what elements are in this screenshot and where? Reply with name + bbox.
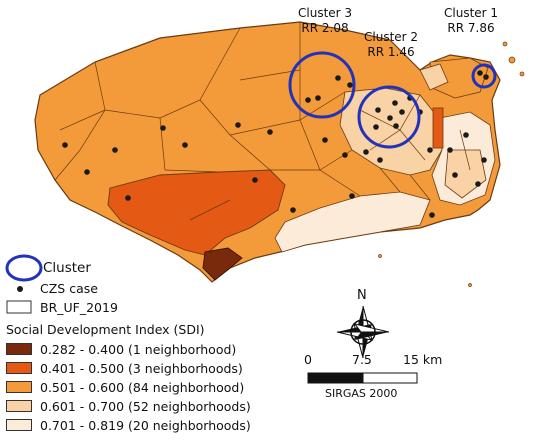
czs-case-dot bbox=[305, 97, 311, 103]
legend-class-label: 0.601 - 0.700 (52 neighborhoods) bbox=[40, 398, 251, 414]
cluster-3-ring bbox=[288, 51, 356, 119]
sdi-zone-0601-0700-island bbox=[419, 63, 449, 91]
sdi-zone-0601-0700-east bbox=[444, 149, 487, 199]
legend-cluster-icon bbox=[5, 254, 43, 282]
cluster-2-name: Cluster 2 bbox=[364, 30, 419, 44]
czs-case-dot bbox=[377, 157, 383, 163]
czs-case-dot bbox=[392, 100, 398, 106]
islands bbox=[378, 41, 525, 287]
sdi-zone-0282-0400 bbox=[202, 247, 243, 281]
cluster-1-rr: RR 7.86 bbox=[447, 21, 495, 35]
czs-case-dot bbox=[483, 74, 489, 80]
cluster-2-ring bbox=[357, 85, 421, 149]
czs-case-dot bbox=[267, 129, 273, 135]
legend-class-label: 0.282 - 0.400 (1 neighborhood) bbox=[40, 341, 237, 357]
czs-case-dot bbox=[447, 147, 453, 153]
cluster-rings bbox=[288, 51, 497, 149]
czs-case-dot bbox=[347, 82, 353, 88]
neighborhood-boundaries bbox=[54, 22, 471, 221]
sdi-zone-0401-0500 bbox=[107, 169, 286, 256]
czs-case-dot bbox=[235, 122, 241, 128]
czs-case-dot bbox=[252, 177, 258, 183]
czs-case-dot bbox=[322, 137, 328, 143]
legend-class-4: 0.601 - 0.700 (52 neighborhoods) bbox=[6, 397, 251, 415]
legend-class-5: 0.701 - 0.819 (20 neighborhoods) bbox=[6, 416, 251, 434]
czs-case-dot bbox=[463, 132, 469, 138]
czs-case-points bbox=[62, 70, 489, 218]
legend-class-1: 0.282 - 0.400 (1 neighborhood) bbox=[6, 340, 236, 358]
legend-sdi-title: Social Development Index (SDI) bbox=[6, 322, 205, 337]
north-arrow-icon bbox=[336, 305, 390, 359]
scale-tick-0: 0 bbox=[304, 352, 312, 367]
scale-crs-label: SIRGAS 2000 bbox=[325, 387, 398, 400]
legend-swatch bbox=[6, 362, 32, 374]
legend-swatch bbox=[6, 343, 32, 355]
legend-class-2: 0.401 - 0.500 (3 neighborhoods) bbox=[6, 359, 243, 377]
legend-swatch bbox=[6, 419, 32, 431]
czs-case-dot bbox=[335, 75, 341, 81]
scale-bar bbox=[307, 372, 418, 384]
czs-case-dot bbox=[363, 149, 369, 155]
czs-case-dot bbox=[160, 125, 166, 131]
czs-case-dot bbox=[427, 147, 433, 153]
cluster-2-rr: RR 1.46 bbox=[367, 45, 415, 59]
legend-class-3: 0.501 - 0.600 (84 neighborhood) bbox=[6, 378, 244, 396]
cluster-1-name: Cluster 1 bbox=[444, 6, 499, 20]
legend-cluster-label: Cluster bbox=[43, 260, 91, 276]
czs-case-dot bbox=[125, 195, 131, 201]
czs-case-dot bbox=[112, 147, 118, 153]
cluster-3-rr: RR 2.08 bbox=[301, 21, 349, 35]
north-label: N bbox=[357, 288, 367, 303]
czs-case-dot bbox=[349, 193, 355, 199]
legend-boundary-icon bbox=[6, 300, 32, 314]
legend-class-label: 0.501 - 0.600 (84 neighborhood) bbox=[40, 379, 245, 395]
legend-case-label: CZS case bbox=[40, 281, 98, 296]
sdi-zone-0401-0500-strip bbox=[432, 107, 444, 149]
scale-tick-end: 15 km bbox=[403, 352, 443, 367]
czs-case-dot bbox=[375, 107, 381, 113]
czs-case-dot bbox=[373, 124, 379, 130]
legend-boundary-label: BR_UF_2019 bbox=[40, 300, 118, 315]
czs-case-dot bbox=[475, 181, 481, 187]
czs-case-dot bbox=[387, 115, 393, 121]
czs-case-dot bbox=[477, 70, 483, 76]
cluster-1-ring bbox=[471, 63, 497, 89]
czs-case-dot bbox=[62, 142, 68, 148]
czs-case-dot bbox=[452, 172, 458, 178]
czs-case-dot bbox=[399, 109, 405, 115]
czs-case-dot bbox=[182, 142, 188, 148]
legend-swatch bbox=[6, 400, 32, 412]
czs-case-dot bbox=[429, 212, 435, 218]
czs-case-dot bbox=[481, 157, 487, 163]
czs-case-dot bbox=[393, 123, 399, 129]
legend-class-label: 0.401 - 0.500 (3 neighborhoods) bbox=[40, 360, 243, 376]
cluster-3-name: Cluster 3 bbox=[298, 6, 353, 20]
cluster-3-label: Cluster 3 RR 2.08 bbox=[298, 6, 352, 36]
czs-case-dot bbox=[84, 169, 90, 175]
legend-class-label: 0.701 - 0.819 (20 neighborhoods) bbox=[40, 417, 251, 433]
legend-swatch bbox=[6, 381, 32, 393]
czs-case-dot bbox=[290, 207, 296, 213]
scale-tick-mid: 7.5 bbox=[352, 352, 372, 367]
cluster-2-label: Cluster 2 RR 1.46 bbox=[364, 30, 418, 60]
cluster-1-label: Cluster 1 RR 7.86 bbox=[444, 6, 498, 36]
czs-case-dot bbox=[315, 95, 321, 101]
legend-case-icon bbox=[17, 286, 23, 292]
czs-case-dot bbox=[342, 152, 348, 158]
